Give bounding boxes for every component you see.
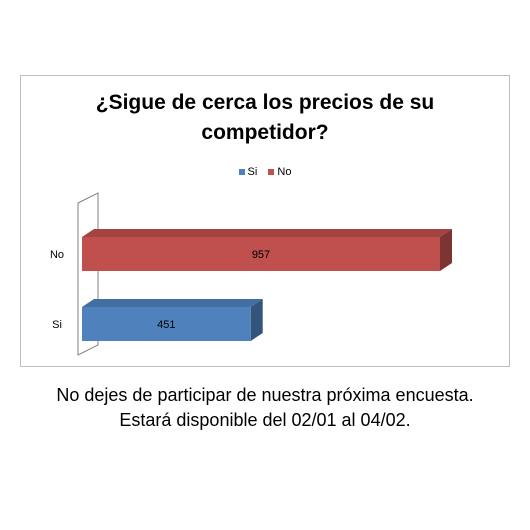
- chart-title: ¿Sigue de cerca los precios de su compet…: [20, 88, 510, 148]
- legend-item-no: No: [268, 166, 291, 178]
- category-label-si: Si: [52, 319, 62, 331]
- caption: No dejes de participar de nuestra próxim…: [0, 383, 530, 433]
- bar-side-no: [440, 229, 452, 271]
- chart-title-line-2: competidor?: [201, 121, 329, 144]
- legend-item-si: Si: [238, 166, 258, 178]
- bar-no: [82, 237, 440, 271]
- chart-legend: Si No: [20, 166, 510, 178]
- data-label-no: 957: [252, 249, 270, 261]
- category-label-no: No: [50, 249, 64, 261]
- data-label-si: 451: [157, 319, 175, 331]
- bar-top-no: [82, 229, 452, 237]
- bar-top-si: [82, 299, 263, 307]
- bar-side-si: [250, 299, 263, 341]
- bar-si: [82, 307, 251, 341]
- legend-swatch-si: [238, 169, 245, 176]
- chart-title-line-1: ¿Sigue de cerca los precios de su: [95, 91, 435, 114]
- caption-line-2: Estará disponible del 02/01 al 04/02.: [119, 410, 411, 430]
- legend-label-no: No: [277, 166, 292, 178]
- legend-label-si: Si: [247, 166, 258, 178]
- legend-swatch-no: [268, 169, 275, 176]
- caption-line-1: No dejes de participar de nuestra próxim…: [56, 385, 474, 405]
